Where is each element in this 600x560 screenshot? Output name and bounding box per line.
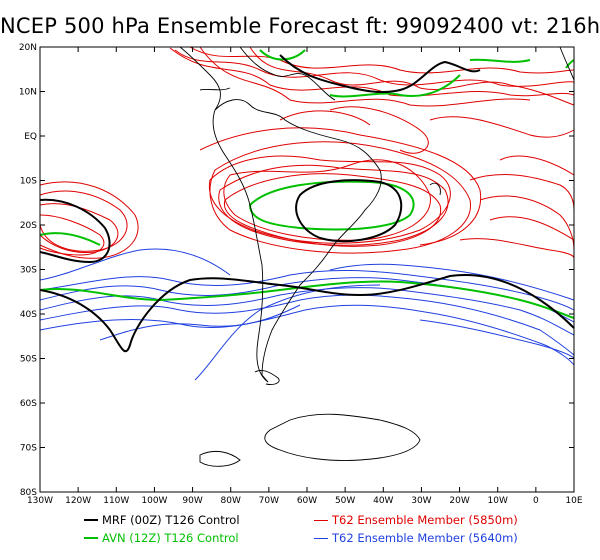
avn-control-contours: [39, 49, 575, 319]
legend-label: T62 Ensemble Member (5850m): [332, 513, 518, 527]
lon-tick-label: 110W: [103, 496, 129, 506]
lat-tick-label: 60S: [20, 399, 37, 409]
coastlines: [179, 46, 575, 467]
lat-tick-label: 10S: [20, 177, 37, 187]
lon-tick-label: 70W: [259, 496, 279, 506]
lon-tick-label: 40W: [373, 496, 393, 506]
lon-tick-label: 120W: [65, 496, 91, 506]
lon-tick-label: 130W: [27, 496, 53, 506]
legend-item-red: T62 Ensemble Member (5850m): [314, 513, 518, 527]
lat-tick-label: 50S: [20, 355, 37, 365]
lon-tick-label: 10W: [488, 496, 508, 506]
legend-swatch: [84, 519, 98, 521]
lon-tick-label: 10E: [565, 496, 582, 506]
blue-ensemble-contours: [39, 248, 575, 381]
map-frame: [39, 46, 575, 493]
lat-tick-label: 80S: [20, 488, 37, 498]
mrf-control-contours: [39, 54, 575, 353]
lat-tick-label: 20S: [20, 221, 37, 231]
legend-label: MRF (00Z) T126 Control: [102, 513, 240, 527]
legend-label: T62 Ensemble Member (5640m): [332, 531, 518, 545]
latitude-axis: 20N 10N EQ 10S 20S 30S 40S 50S 60S 70S 80S: [19, 43, 574, 498]
lon-tick-label: 90W: [182, 496, 202, 506]
map-title: NCEP 500 hPa Ensemble Forecast ft: 99092…: [0, 14, 600, 38]
lat-tick-label: 40S: [20, 310, 37, 320]
legend-swatch: [314, 537, 328, 539]
legend-item-blue: T62 Ensemble Member (5640m): [314, 531, 518, 545]
lon-tick-label: 30W: [411, 496, 431, 506]
legend-label: AVN (12Z) T126 Control: [102, 531, 239, 545]
legend-item-avn: AVN (12Z) T126 Control: [84, 531, 239, 545]
lon-tick-label: 100W: [141, 496, 167, 506]
legend-swatch: [84, 537, 98, 539]
lat-tick-label: 70S: [20, 444, 37, 454]
lon-tick-label: 50W: [335, 496, 355, 506]
lon-tick-label: 60W: [297, 496, 317, 506]
legend-item-mrf: MRF (00Z) T126 Control: [84, 513, 240, 527]
lat-tick-label: 20N: [19, 43, 37, 53]
legend-swatch: [314, 519, 328, 521]
lat-tick-label: EQ: [24, 132, 37, 142]
red-ensemble-contours: [39, 46, 575, 259]
lon-tick-label: 80W: [221, 496, 241, 506]
lat-tick-label: 30S: [20, 266, 37, 276]
lat-tick-label: 10N: [19, 88, 37, 98]
lon-tick-label: 20W: [449, 496, 469, 506]
longitude-axis: 130W 120W 110W 100W 90W 80W 70W 60W 50W 40W 30W 20W…: [27, 47, 583, 506]
lon-tick-label: 0: [533, 496, 539, 506]
